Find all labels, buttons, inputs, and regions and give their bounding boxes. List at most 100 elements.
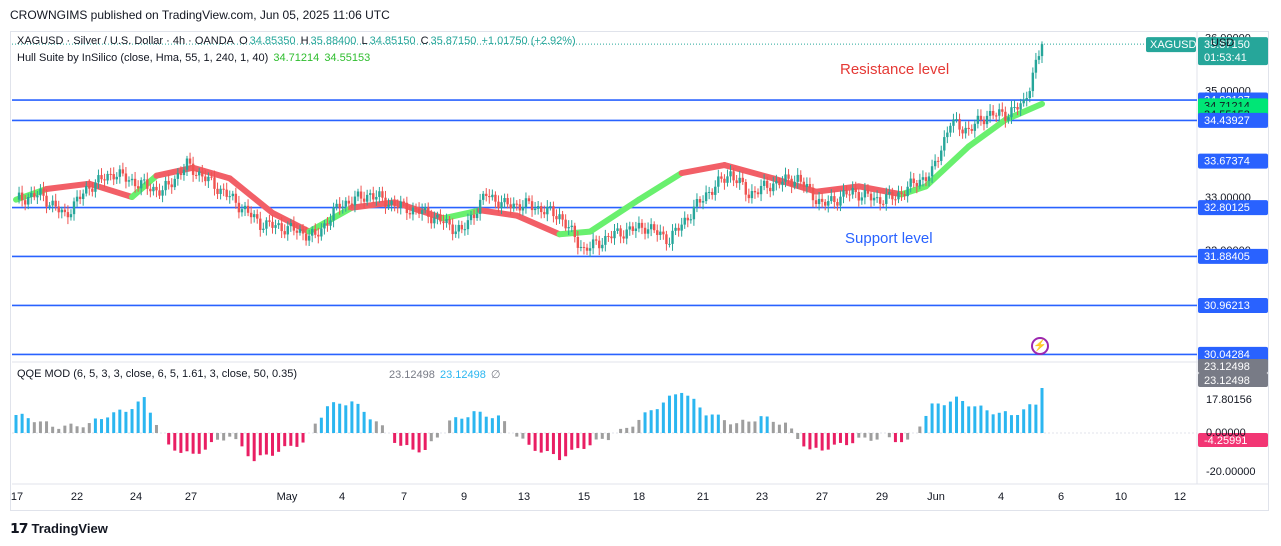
- currency-label[interactable]: USD: [1211, 37, 1235, 49]
- candle-body-125: [396, 206, 399, 208]
- candle-body-251: [781, 181, 784, 186]
- high-label: H: [300, 35, 309, 47]
- candle-body-150: [472, 214, 476, 219]
- qqe-bar-286: [887, 433, 891, 438]
- candle-body-46: [155, 186, 158, 191]
- hull-segment-23: [922, 143, 972, 190]
- candle-body-297: [921, 177, 925, 180]
- candle-body-75: [243, 205, 247, 210]
- low-label: L: [361, 35, 368, 47]
- candle-body-313: [970, 129, 973, 131]
- candle-body-105: [335, 203, 338, 208]
- time-label-10: 18: [633, 491, 645, 503]
- symbol-legend: XAGUSD · Silver / U.S. Dollar · 4h · OAN…: [17, 35, 578, 47]
- candle-body-83: [268, 220, 271, 222]
- qqe-bar-134: [423, 433, 427, 450]
- qqe-bar-118: [374, 421, 378, 433]
- qqe-bar-274: [851, 433, 855, 444]
- candle-body-237: [738, 177, 741, 184]
- candle-body-326: [1010, 107, 1013, 118]
- qqe-bar-124: [393, 433, 397, 443]
- qqe-tick-1: 0.00000: [1206, 427, 1246, 439]
- qqe-bar-52: [173, 433, 177, 451]
- candle-body-214: [668, 243, 671, 245]
- candle-body-81: [262, 228, 265, 230]
- lightning-event-icon[interactable]: ⚡: [1031, 337, 1049, 355]
- qqe-bar-32: [112, 412, 116, 433]
- candle-body-136: [430, 216, 433, 224]
- candle-body-145: [457, 224, 460, 232]
- candle-body-156: [491, 194, 494, 198]
- time-label-1: 22: [71, 491, 83, 503]
- qqe-bar-180: [564, 433, 568, 457]
- qqe-bar-12: [51, 426, 55, 433]
- time-label-15: Jun: [927, 491, 945, 503]
- qqe-bar-138: [435, 433, 439, 438]
- qqe-legend: QQE MOD (6, 5, 3, 3, close, 6, 5, 1.61, …: [17, 368, 299, 380]
- candle-body-335: [1037, 56, 1041, 60]
- qqe-bar-38: [130, 409, 134, 433]
- candle-body-263: [817, 198, 821, 205]
- candle-body-129: [408, 213, 412, 215]
- qqe-bar-198: [619, 428, 623, 433]
- candle-body-278: [863, 189, 867, 198]
- candle-body-177: [555, 216, 558, 220]
- candle-body-51: [170, 184, 173, 188]
- qqe-bar-172: [539, 433, 543, 453]
- candle-body-178: [558, 214, 561, 220]
- candle-body-269: [836, 202, 839, 206]
- candle-body-167: [524, 198, 528, 207]
- candle-body-86: [277, 223, 280, 226]
- candle-body-275: [854, 188, 857, 193]
- qqe-bar-36: [124, 411, 128, 433]
- qqe-bar-304: [942, 405, 946, 433]
- candle-body-29: [103, 179, 106, 181]
- candle-body-78: [252, 214, 256, 218]
- qqe-bar-188: [588, 433, 592, 446]
- candle-body-15: [60, 209, 64, 213]
- candle-body-159: [500, 202, 503, 209]
- candle-body-153: [481, 193, 485, 200]
- candle-body-303: [940, 150, 943, 161]
- candle-body-229: [714, 186, 717, 195]
- price-pane-gridlines: [12, 32, 1268, 485]
- candle-body-146: [460, 224, 464, 230]
- candle-body-288: [894, 199, 897, 201]
- candle-body-261: [811, 187, 815, 201]
- qqe-bar-42: [142, 397, 146, 433]
- candle-body-69: [225, 189, 228, 197]
- candle-body-204: [637, 222, 641, 229]
- hull-value-2: 34.55153: [324, 52, 371, 64]
- candle-body-71: [231, 193, 235, 197]
- candle-body-123: [390, 200, 393, 205]
- candle-body-141: [445, 219, 448, 224]
- qqe-bar-156: [490, 418, 494, 433]
- candle-body-290: [900, 192, 903, 195]
- price-axis: 36.0000035.0000033.0000032.0000035.87150…: [1146, 32, 1268, 478]
- hull-segment-24: [965, 116, 1009, 150]
- candle-body-327: [1013, 106, 1016, 108]
- candle-body-38: [130, 178, 134, 181]
- candle-body-264: [820, 198, 824, 202]
- candle-body-319: [988, 110, 992, 116]
- candle-body-248: [772, 183, 775, 192]
- price-tag-8: 30.96213: [1204, 300, 1250, 312]
- qqe-bar-56: [185, 433, 189, 452]
- candle-body-22: [81, 193, 85, 200]
- qqe-bar-106: [338, 403, 342, 433]
- candle-body-296: [918, 179, 922, 187]
- qqe-bar-186: [582, 433, 586, 449]
- candle-body-180: [564, 219, 567, 229]
- candle-body-132: [417, 208, 421, 214]
- candle-body-245: [762, 180, 766, 186]
- candle-body-173: [543, 212, 546, 215]
- qqe-bar-288: [893, 433, 897, 443]
- candle-body-314: [973, 123, 977, 131]
- candle-body-286: [888, 192, 891, 195]
- candle-body-39: [133, 178, 137, 187]
- qqe-bar-82: [264, 433, 268, 455]
- tradingview-brand[interactable]: 𝟭𝟳 TradingView: [10, 520, 108, 537]
- candle-body-127: [402, 201, 406, 203]
- candle-body-283: [878, 197, 882, 204]
